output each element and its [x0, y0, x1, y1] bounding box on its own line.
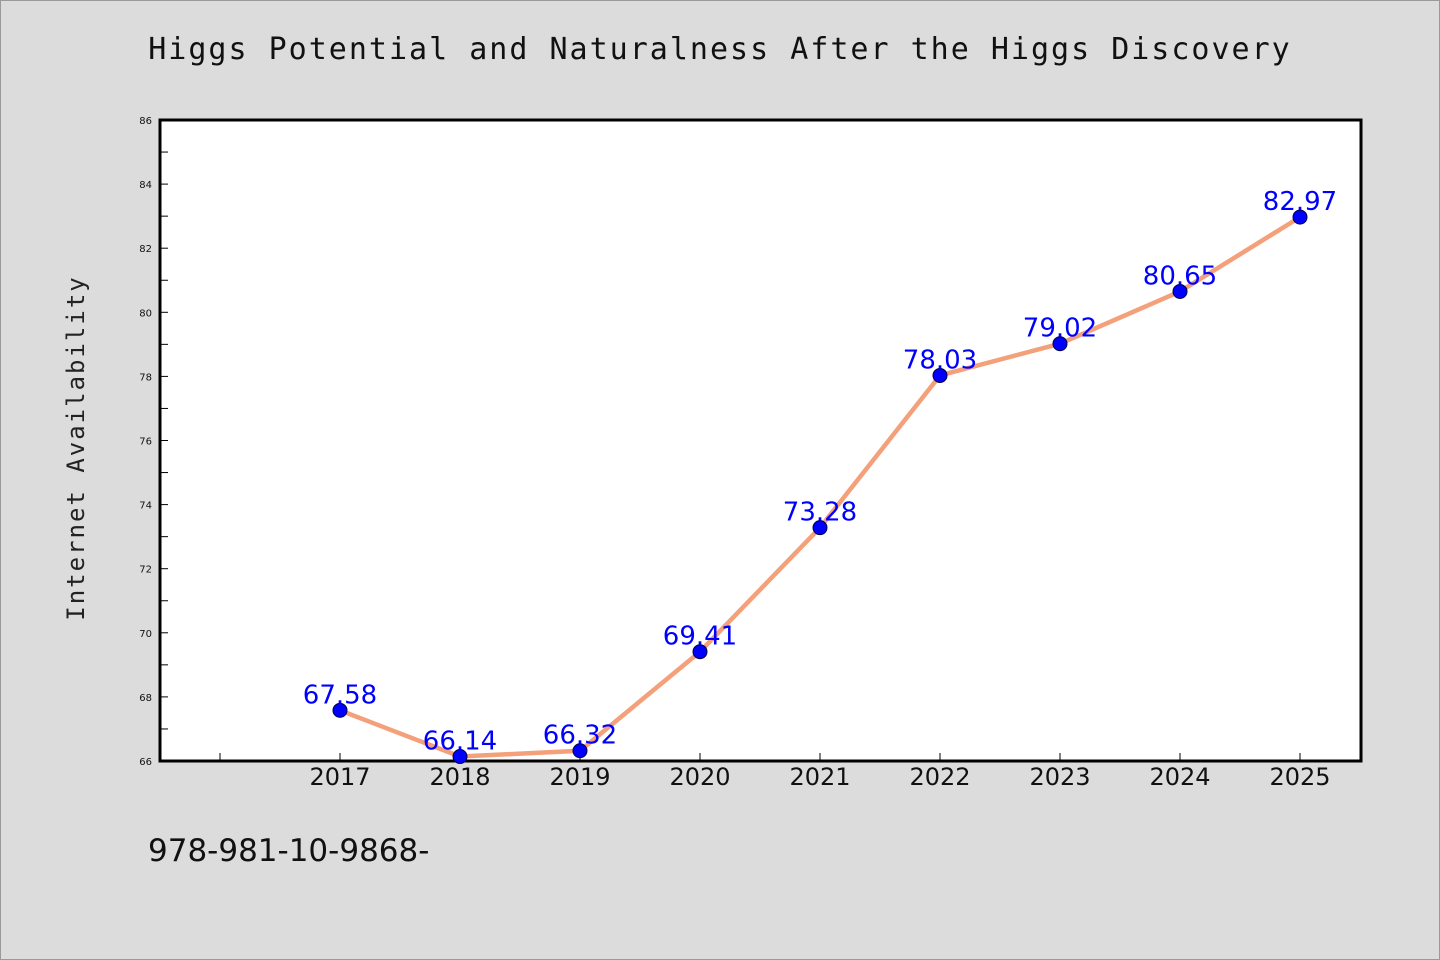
x-tick-label: 2025 — [1269, 763, 1330, 791]
data-point — [812, 520, 828, 536]
y-tick-label: 82 — [139, 244, 152, 255]
data-point — [932, 367, 948, 383]
plot-area — [158, 118, 1363, 763]
x-tick-label: 2018 — [429, 763, 490, 791]
data-label: 80.65 — [1143, 261, 1217, 291]
data-label: 66.32 — [543, 721, 617, 751]
y-tick-label: 68 — [139, 693, 152, 704]
data-label: 66.14 — [423, 727, 497, 757]
data-label: 79.02 — [1023, 314, 1097, 344]
data-label: 69.41 — [663, 622, 737, 652]
data-labels: 67.58 66.14 66.32 69.41 73.28 78.03 79.02 80.65… — [303, 187, 1337, 756]
x-tick-label: 2020 — [669, 763, 730, 791]
y-tick-label: 72 — [139, 565, 152, 576]
x-tick-label: 2019 — [549, 763, 610, 791]
y-tick-label: 80 — [139, 308, 152, 319]
chart-title: Higgs Potential and Naturalness After th… — [148, 32, 1292, 67]
y-tick-label: 70 — [139, 629, 152, 640]
y-tick-label: 76 — [139, 437, 152, 448]
data-label: 73.28 — [783, 498, 857, 528]
data-markers — [332, 209, 1308, 765]
x-tick-label: 2021 — [789, 763, 850, 791]
y-tick-label: 66 — [139, 757, 152, 768]
x-tick-label: 2023 — [1029, 763, 1090, 791]
y-tick-label: 84 — [139, 180, 152, 191]
data-label: 82.97 — [1263, 187, 1337, 217]
data-label: 67.58 — [303, 680, 377, 710]
footnote-isbn: 978-981-10-9868- — [148, 833, 430, 869]
y-tick-label: 86 — [139, 116, 152, 127]
y-axis-ticks: 66 68 70 72 74 76 78 80 82 84 86 — [139, 116, 168, 768]
x-axis-ticks: 2017 2018 2019 2020 2021 2022 2023 2024 2025 — [219, 753, 1331, 791]
data-point — [452, 749, 468, 765]
y-tick-label: 78 — [139, 372, 152, 383]
data-point — [1052, 336, 1068, 352]
x-tick-label: 2017 — [309, 763, 370, 791]
x-tick-label: 2024 — [1149, 763, 1210, 791]
y-tick-label: 74 — [139, 501, 152, 512]
data-point — [572, 743, 588, 759]
data-point — [332, 702, 348, 718]
data-point — [1172, 283, 1188, 299]
data-label: 78.03 — [903, 345, 977, 375]
x-tick-label: 2022 — [909, 763, 970, 791]
data-point — [1292, 209, 1308, 225]
data-point — [692, 644, 708, 660]
